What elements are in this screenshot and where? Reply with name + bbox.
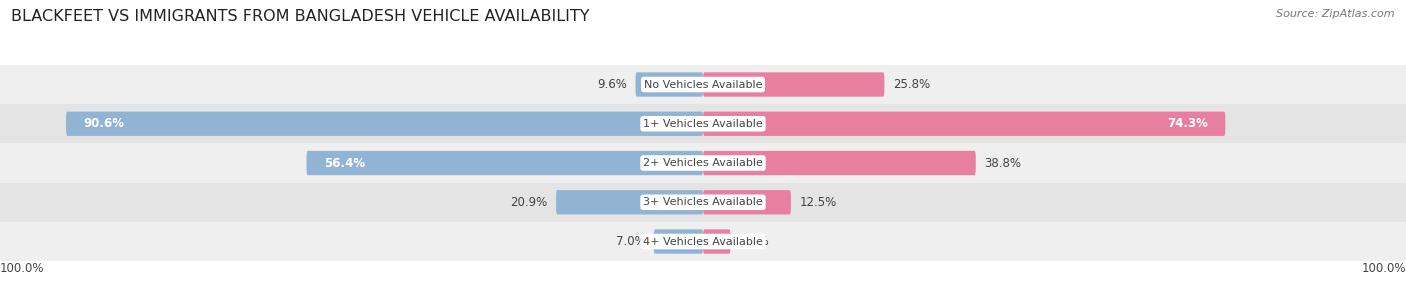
FancyBboxPatch shape [636,72,703,97]
Bar [0,143,1406,183]
Bar [0,104,1406,143]
Text: 1+ Vehicles Available: 1+ Vehicles Available [643,119,763,129]
Text: 90.6%: 90.6% [84,117,125,130]
Text: 74.3%: 74.3% [1167,117,1208,130]
Text: 100.0%: 100.0% [1361,262,1406,275]
FancyBboxPatch shape [703,151,976,175]
FancyBboxPatch shape [557,190,703,214]
Text: 38.8%: 38.8% [984,156,1021,170]
FancyBboxPatch shape [703,112,1226,136]
FancyBboxPatch shape [66,112,703,136]
Text: 25.8%: 25.8% [893,78,929,91]
Text: No Vehicles Available: No Vehicles Available [644,80,762,90]
Bar [0,222,1406,261]
Text: 12.5%: 12.5% [799,196,837,209]
FancyBboxPatch shape [703,190,790,214]
FancyBboxPatch shape [703,229,731,254]
Text: Source: ZipAtlas.com: Source: ZipAtlas.com [1277,9,1395,19]
FancyBboxPatch shape [654,229,703,254]
FancyBboxPatch shape [307,151,703,175]
Text: 56.4%: 56.4% [323,156,366,170]
Text: 2+ Vehicles Available: 2+ Vehicles Available [643,158,763,168]
Text: 100.0%: 100.0% [0,262,45,275]
Text: 7.0%: 7.0% [616,235,645,248]
Text: 20.9%: 20.9% [510,196,547,209]
FancyBboxPatch shape [703,72,884,97]
Bar [0,183,1406,222]
Text: BLACKFEET VS IMMIGRANTS FROM BANGLADESH VEHICLE AVAILABILITY: BLACKFEET VS IMMIGRANTS FROM BANGLADESH … [11,9,589,23]
Text: 9.6%: 9.6% [598,78,627,91]
Bar [0,65,1406,104]
Text: 3+ Vehicles Available: 3+ Vehicles Available [643,197,763,207]
Text: 3.9%: 3.9% [740,235,769,248]
Text: 4+ Vehicles Available: 4+ Vehicles Available [643,237,763,247]
